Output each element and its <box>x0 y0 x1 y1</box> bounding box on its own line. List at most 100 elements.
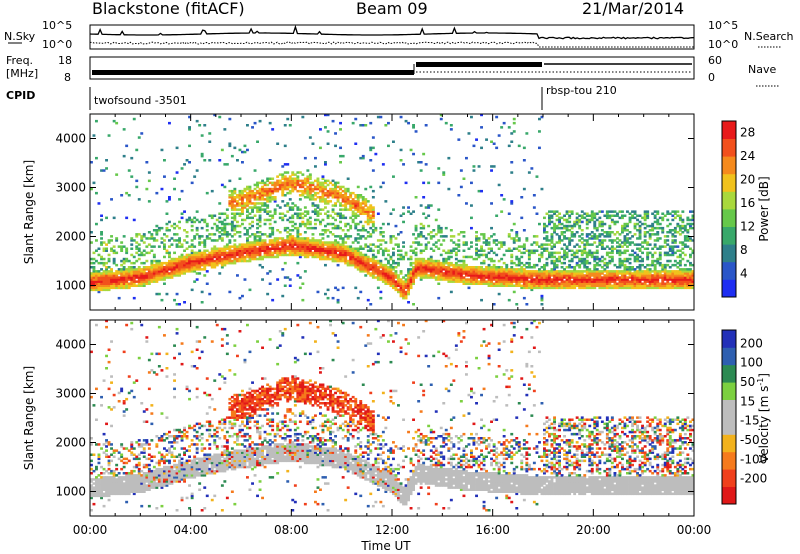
colorbar-tick-label: 50 <box>740 375 755 389</box>
colorbar-swatch <box>722 469 736 487</box>
nsky-line <box>89 24 695 40</box>
beam-title: Beam 09 <box>356 0 428 18</box>
freq-label-2: [MHz] <box>6 67 38 80</box>
colorbar-swatch <box>722 209 736 227</box>
colorbar-swatch <box>722 347 736 366</box>
colorbar-swatch <box>722 261 736 280</box>
power-heatmap <box>90 113 695 306</box>
x-axis-label: Time UT <box>360 539 411 553</box>
nsky-panel: N.Sky 10^5 10^0 10^5 10^0 N.Search <box>4 19 794 51</box>
power-colorbar: 4 8 12 16 20 24 28 Power [dB] <box>721 120 771 298</box>
colorbar-tick-label: -100 <box>740 452 767 466</box>
velocity-xticks: 00:00 04:00 08:00 12:00 16:00 20:00 00:00 <box>73 320 712 537</box>
colorbar-tick-label: 4 <box>740 267 748 281</box>
cpid-program-2: rbsp-tou 210 <box>546 84 617 97</box>
y-tick-label: 1000 <box>55 279 86 293</box>
y-tick-label: 4000 <box>55 132 86 146</box>
colorbar-tick-label: 12 <box>740 220 755 234</box>
colorbar-tick-label: 16 <box>740 196 755 210</box>
colorbar-tick-label: 8 <box>740 243 748 257</box>
nsky-tick-low: 10^0 <box>42 38 72 51</box>
freq-tick-low: 8 <box>64 71 71 84</box>
nsearch-tick-high: 10^5 <box>708 19 738 32</box>
colorbar-tick-label: 24 <box>740 149 755 163</box>
colorbar-swatch <box>722 434 736 453</box>
colorbar-swatch <box>722 330 736 348</box>
nave-tick-low: 0 <box>708 71 715 84</box>
freq-bar-1 <box>92 70 414 75</box>
colorbar-tick-label: 200 <box>740 336 763 350</box>
colorbar-tick-label: -200 <box>740 472 767 486</box>
colorbar-swatch <box>722 486 736 505</box>
y-tick-label: 1000 <box>55 485 86 499</box>
date-title: 21/Mar/2014 <box>582 0 684 18</box>
cpid-program-1: twofsound -3501 <box>94 94 187 107</box>
colorbar-swatch <box>722 121 736 139</box>
velocity-heatmap <box>90 319 695 512</box>
station-title: Blackstone (fitACF) <box>92 0 245 18</box>
x-tick-label: 00:00 <box>677 523 712 537</box>
y-tick-label: 2000 <box>55 436 86 450</box>
colorbar-tick-label: -15 <box>740 414 760 428</box>
velocity-colorbar-label: Velocity [m s-1] <box>756 373 771 463</box>
power-panel: 1000 2000 3000 4000 Slant Range [km] <box>22 113 695 311</box>
colorbar-swatch <box>722 417 736 435</box>
power-colorbar-swatches <box>722 121 736 298</box>
freq-label-1: Freq. <box>6 54 33 67</box>
colorbar-tick-label: 28 <box>740 126 755 140</box>
velocity-label-end: ] <box>757 373 771 378</box>
y-tick-label: 2000 <box>55 230 86 244</box>
y-tick-label: 4000 <box>55 338 86 352</box>
velocity-ylabel: Slant Range [km] <box>22 366 36 470</box>
nsky-frame <box>89 24 695 50</box>
colorbar-swatch <box>722 279 736 298</box>
cpid-row: CPID twofsound -3501 rbsp-tou 210 <box>6 84 617 110</box>
colorbar-swatch <box>722 399 736 418</box>
colorbar-swatch <box>722 364 736 383</box>
nave-label: Nave <box>748 63 776 76</box>
velocity-panel: 1000 2000 3000 4000 00:00 04:00 08:00 12:00 16:… <box>22 319 712 553</box>
colorbar-swatch <box>722 138 736 157</box>
velocity-label-sup: -1 <box>756 378 765 386</box>
power-xticks <box>89 114 695 310</box>
nsearch-line <box>89 41 694 48</box>
colorbar-swatch <box>722 382 736 400</box>
freq-frame <box>89 56 695 80</box>
velocity-colorbar-frame <box>721 329 737 505</box>
freq-bar-2 <box>416 62 542 67</box>
colorbar-swatch <box>722 451 736 470</box>
colorbar-swatch <box>722 244 736 263</box>
cpid-label: CPID <box>6 89 35 102</box>
colorbar-swatch <box>722 156 736 175</box>
velocity-colorbar-swatches <box>722 330 736 505</box>
colorbar-swatch <box>722 191 736 210</box>
power-colorbar-label: Power [dB] <box>757 176 771 241</box>
freq-panel: Freq. [MHz] 18 8 60 0 Nave <box>6 54 780 87</box>
y-tick-label: 3000 <box>55 181 86 195</box>
power-colorbar-ticks: 4 8 12 16 20 24 28 <box>740 126 755 281</box>
colorbar-tick-label: -50 <box>740 433 760 447</box>
x-tick-label: 08:00 <box>274 523 309 537</box>
y-tick-label: 3000 <box>55 387 86 401</box>
colorbar-tick-label: 100 <box>740 356 763 370</box>
x-tick-label: 20:00 <box>576 523 611 537</box>
colorbar-swatch <box>722 173 736 192</box>
x-tick-label: 00:00 <box>73 523 108 537</box>
nave-tick-high: 60 <box>708 54 722 67</box>
nsky-label: N.Sky <box>4 30 36 43</box>
colorbar-tick-label: 20 <box>740 173 755 187</box>
colorbar-tick-label: 15 <box>740 394 755 408</box>
power-colorbar-frame <box>721 120 737 298</box>
velocity-label-main: Velocity [m s <box>757 386 771 463</box>
velocity-yticks: 1000 2000 3000 4000 <box>55 338 694 499</box>
nsearch-tick-low: 10^0 <box>708 38 738 51</box>
nsearch-label: N.Search <box>744 30 794 43</box>
velocity-colorbar: 200 100 50 15 -15 -50 -100 -200 Velocity [m s-1… <box>721 329 771 505</box>
power-ylabel: Slant Range [km] <box>22 160 36 264</box>
colorbar-swatch <box>722 226 736 245</box>
freq-tick-high: 18 <box>58 54 72 67</box>
x-tick-label: 16:00 <box>475 523 510 537</box>
nsky-tick-high: 10^5 <box>42 19 72 32</box>
power-yticks: 1000 2000 3000 4000 <box>55 132 694 293</box>
